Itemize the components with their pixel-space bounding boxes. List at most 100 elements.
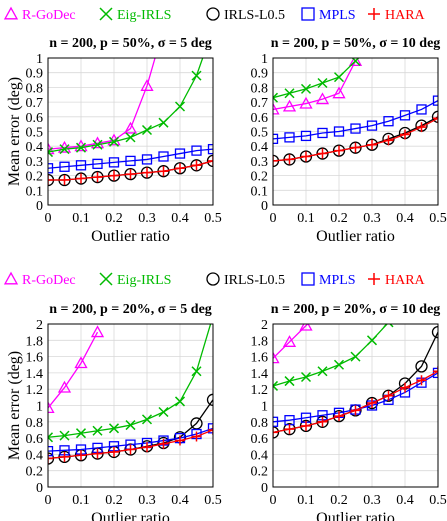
y-tick-label: 0.2 — [251, 170, 269, 185]
data-point — [123, 121, 138, 134]
data-point — [299, 324, 313, 331]
y-axis-label: Mean error (deg) — [6, 77, 23, 186]
data-point — [76, 450, 86, 461]
data-point — [174, 101, 186, 112]
data-point — [206, 393, 213, 406]
data-point — [74, 356, 88, 369]
y-tick-label: 1 — [261, 400, 268, 415]
data-point — [75, 142, 87, 153]
data-point — [191, 160, 202, 171]
series-eig-irls — [48, 324, 212, 443]
data-point — [59, 175, 70, 186]
x-tick-label: 0 — [45, 211, 52, 226]
y-tick-label: 1.6 — [26, 351, 44, 366]
series-hara — [48, 155, 213, 186]
y-tick-label: 1.8 — [251, 334, 269, 349]
data-point — [108, 136, 120, 147]
plot-area — [48, 324, 213, 465]
data-point — [317, 416, 328, 427]
x-tick-label: 0 — [270, 493, 277, 508]
data-point — [350, 123, 361, 134]
data-point — [92, 448, 103, 459]
data-point — [299, 419, 313, 433]
data-point — [367, 139, 377, 150]
data-point — [284, 88, 295, 99]
data-point — [90, 325, 105, 338]
x-tick-label: 0.5 — [429, 493, 447, 508]
data-point — [158, 406, 169, 418]
legend-label: IRLS-L0.5 — [224, 8, 285, 23]
data-point — [141, 154, 153, 165]
data-point — [366, 120, 378, 131]
data-point — [383, 324, 394, 328]
y-tick-label: 0 — [261, 199, 268, 214]
legend-item: MPLS — [301, 7, 356, 23]
data-point — [273, 102, 280, 115]
legend-marker-eig-irls — [99, 272, 113, 286]
data-point — [317, 77, 328, 89]
y-tick-label: 0.9 — [251, 67, 269, 82]
series-hara — [273, 366, 438, 438]
legend-marker-hara — [368, 8, 380, 20]
y-tick-label: 1.6 — [251, 351, 269, 366]
data-point — [300, 83, 312, 94]
y-tick-label: 1.2 — [26, 383, 44, 398]
legend-item: Eig-IRLS — [99, 272, 171, 288]
data-point — [400, 129, 410, 140]
data-point — [333, 72, 345, 83]
data-point — [350, 142, 361, 153]
series-eig-irls — [273, 324, 394, 391]
series-line-mpls — [273, 100, 438, 140]
data-point — [108, 157, 120, 168]
data-point — [317, 148, 328, 159]
data-point — [190, 159, 203, 172]
data-point — [125, 420, 136, 431]
y-tick-label: 0.8 — [251, 416, 269, 431]
data-point — [350, 351, 361, 362]
data-point — [48, 147, 54, 158]
data-point — [175, 163, 185, 174]
data-point — [300, 130, 312, 142]
y-tick-label: 1.2 — [251, 383, 269, 398]
data-point — [284, 376, 295, 387]
y-tick-label: 2 — [261, 318, 268, 333]
chart-title: n = 200, p = 50%, σ = 10 deg — [271, 36, 441, 51]
data-point — [48, 401, 55, 413]
y-tick-label: 0 — [36, 481, 43, 496]
series-line-mpls — [48, 148, 213, 169]
data-point — [348, 58, 363, 66]
data-point — [207, 423, 213, 434]
legend-item: R-GoDec — [3, 271, 76, 288]
data-point — [332, 86, 346, 99]
data-point — [75, 428, 87, 439]
data-point — [432, 367, 438, 379]
data-point — [191, 70, 202, 81]
series-eig-irls — [48, 58, 204, 158]
data-point — [59, 144, 70, 155]
chart-title: n = 200, p = 20%, σ = 5 deg — [49, 302, 212, 317]
data-point — [416, 375, 427, 386]
data-point — [59, 430, 70, 441]
series-eig-irls — [273, 58, 361, 103]
legend-item: Eig-IRLS — [99, 7, 171, 23]
x-tick-label: 0.5 — [204, 211, 222, 226]
x-tick-label: 0 — [270, 211, 277, 226]
legend-marker-hara — [368, 273, 380, 285]
y-tick-label: 0.3 — [251, 155, 269, 170]
data-point — [76, 173, 86, 184]
legend-marker-irls-l0-5 — [206, 272, 220, 286]
chart-panel: n = 200, p = 20%, σ = 10 deg00.20.40.60.… — [251, 302, 447, 521]
y-tick-label: 0.7 — [251, 96, 269, 111]
x-axis-label: Outlier ratio — [91, 510, 170, 521]
x-tick-label: 0.5 — [204, 493, 222, 508]
y-tick-label: 0.5 — [26, 126, 44, 141]
data-point — [48, 432, 54, 443]
plot-area — [48, 58, 213, 187]
data-point — [208, 424, 213, 435]
data-point — [284, 424, 295, 435]
data-point — [57, 380, 72, 393]
data-point — [175, 435, 185, 446]
series-r-godec — [273, 324, 313, 364]
data-point — [367, 398, 377, 409]
y-tick-label: 1.4 — [251, 367, 269, 382]
